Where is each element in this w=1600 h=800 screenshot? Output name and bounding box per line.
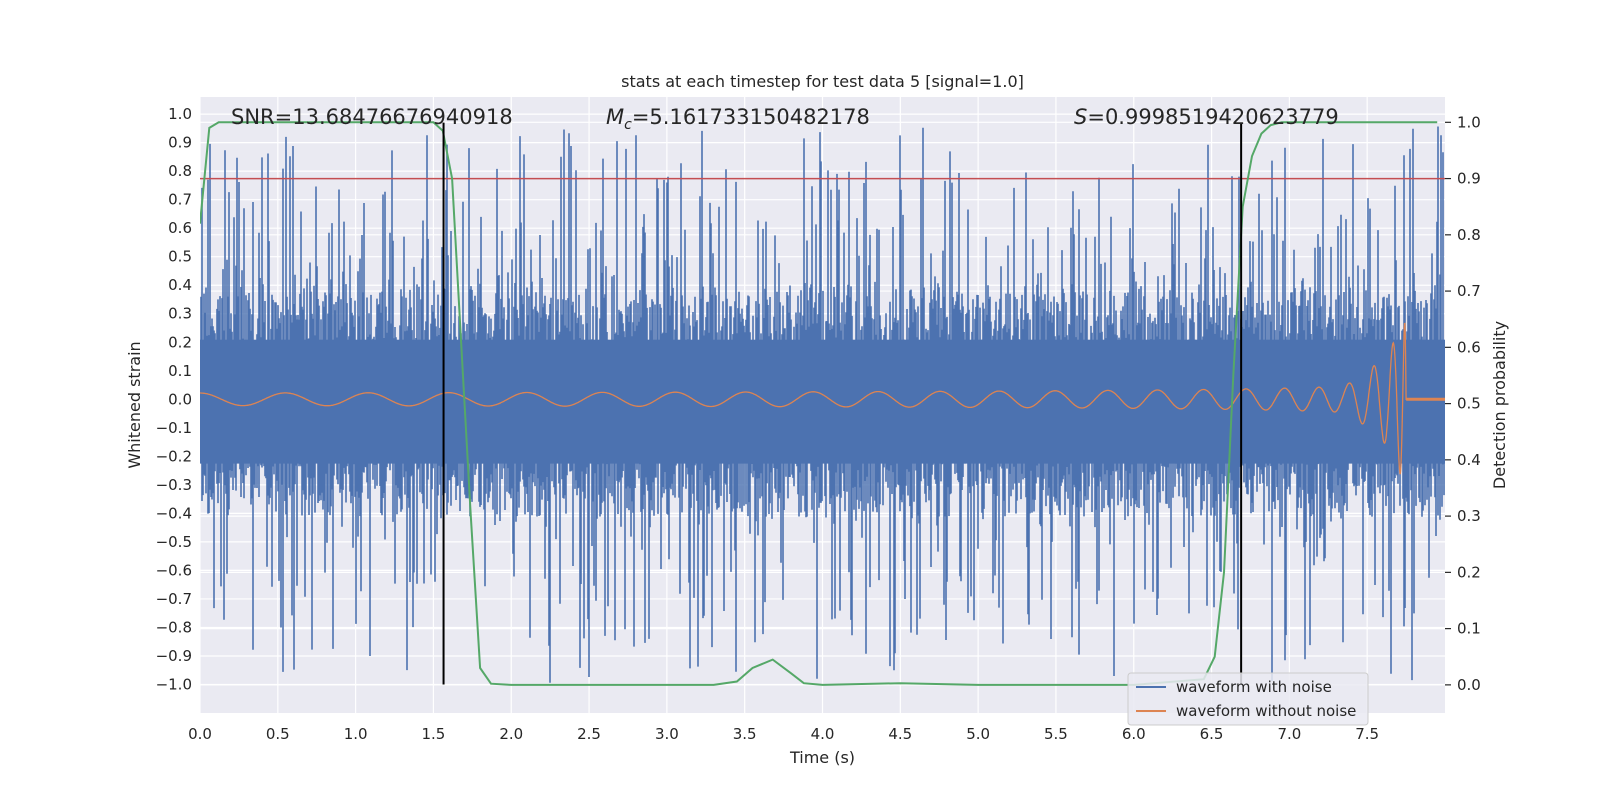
y-left-tick-label: 0.4 (168, 276, 192, 294)
legend: waveform with noise waveform without noi… (1127, 672, 1369, 726)
y-left-tick-label: −0.9 (156, 647, 192, 665)
y-left-tick-label: −0.7 (156, 590, 192, 608)
y-right-tick-label: 0.0 (1457, 676, 1481, 694)
y-left-tick-label: −0.5 (156, 533, 192, 551)
y-right-tick-label: 0.5 (1457, 395, 1481, 413)
y-left-tick-label: 0.6 (168, 219, 192, 237)
chart-title: stats at each timestep for test data 5 [… (621, 72, 1024, 91)
y-left-tick-label: 1.0 (168, 105, 192, 123)
y-right-tick-label: 0.1 (1457, 620, 1481, 638)
y-left-axis-label: Whitened strain (125, 341, 144, 468)
y-left-tick-label: −0.3 (156, 476, 192, 494)
x-tick-label: 2.0 (499, 725, 523, 743)
x-tick-label: 5.0 (966, 725, 990, 743)
y-right-tick-label: 0.4 (1457, 451, 1481, 469)
legend-label-waveform-without-noise: waveform without noise (1176, 702, 1356, 720)
x-tick-label: 0.5 (266, 725, 290, 743)
x-tick-label: 2.5 (577, 725, 601, 743)
y-right-tick-label: 0.2 (1457, 563, 1481, 581)
chirp-mass-annotation: Mc=5.161733150482178 (606, 105, 870, 133)
y-left-tick-label: 0.3 (168, 305, 192, 323)
y-left-tick-label: 0.1 (168, 362, 192, 380)
x-axis-ticks: 0.0 0.5 1.0 1.5 2.0 2.5 3.0 3.5 4.0 4.5 5.0 5.5 6.0 6… (188, 725, 1379, 743)
x-tick-label: 4.5 (888, 725, 912, 743)
chirp-mass-symbol: M (606, 105, 624, 129)
y-left-tick-label: 0.9 (168, 134, 192, 152)
chirp-mass-subscript: c (624, 117, 632, 133)
y-right-tick-label: 1.0 (1457, 113, 1481, 131)
y-left-tick-label: −0.8 (156, 618, 192, 636)
plot-series (200, 121, 1445, 686)
x-tick-label: 4.0 (811, 725, 835, 743)
x-axis-label: Time (s) (789, 748, 855, 767)
y-left-tick-label: 0.2 (168, 333, 192, 351)
x-tick-label: 7.0 (1277, 725, 1301, 743)
y-left-tick-label: −1.0 (156, 675, 192, 693)
y-left-tick-label: −0.4 (156, 504, 192, 522)
y-left-tick-label: 0.5 (168, 248, 192, 266)
statistic-annotation: S=0.9998519420623779 (1074, 105, 1339, 129)
x-tick-label: 3.5 (733, 725, 757, 743)
x-tick-label: 3.0 (655, 725, 679, 743)
x-tick-label: 5.5 (1044, 725, 1068, 743)
legend-box (1127, 672, 1369, 726)
chirp-mass-value: =5.161733150482178 (632, 105, 870, 129)
x-tick-label: 1.5 (422, 725, 446, 743)
y-right-axis-label: Detection probability (1490, 321, 1509, 489)
x-tick-label: 6.0 (1122, 725, 1146, 743)
x-tick-label: 1.0 (344, 725, 368, 743)
snr-annotation: SNR=13.68476676940918 (231, 105, 513, 129)
legend-label-waveform-with-noise: waveform with noise (1176, 678, 1332, 696)
y-left-tick-label: −0.6 (156, 561, 192, 579)
y-left-axis-ticks: 1.0 0.9 0.8 0.7 0.6 0.5 0.4 0.3 0.2 0.1 0.0 −0.1 −0.… (156, 105, 192, 693)
statistic-symbol: S (1074, 105, 1087, 129)
y-right-tick-label: 0.6 (1457, 338, 1481, 356)
y-right-axis-ticks: 1.0 0.9 0.8 0.7 0.6 0.5 0.4 0.3 0.2 0.1 0.0 (1445, 113, 1481, 694)
x-tick-label: 7.5 (1355, 725, 1379, 743)
y-left-tick-label: 0.7 (168, 191, 192, 209)
y-left-tick-label: 0.8 (168, 162, 192, 180)
y-left-tick-label: −0.1 (156, 419, 192, 437)
statistic-value: =0.9998519420623779 (1087, 105, 1338, 129)
x-tick-label: 0.0 (188, 725, 212, 743)
series-waveform-without-noise (200, 322, 1445, 475)
y-right-tick-label: 0.3 (1457, 507, 1481, 525)
y-right-tick-label: 0.9 (1457, 170, 1481, 188)
y-right-tick-label: 0.7 (1457, 282, 1481, 300)
x-tick-label: 6.5 (1200, 725, 1224, 743)
y-left-tick-label: 0.0 (168, 390, 192, 408)
series-waveform-with-noise-core (200, 339, 1445, 464)
y-left-tick-label: −0.2 (156, 447, 192, 465)
y-right-tick-label: 0.8 (1457, 226, 1481, 244)
